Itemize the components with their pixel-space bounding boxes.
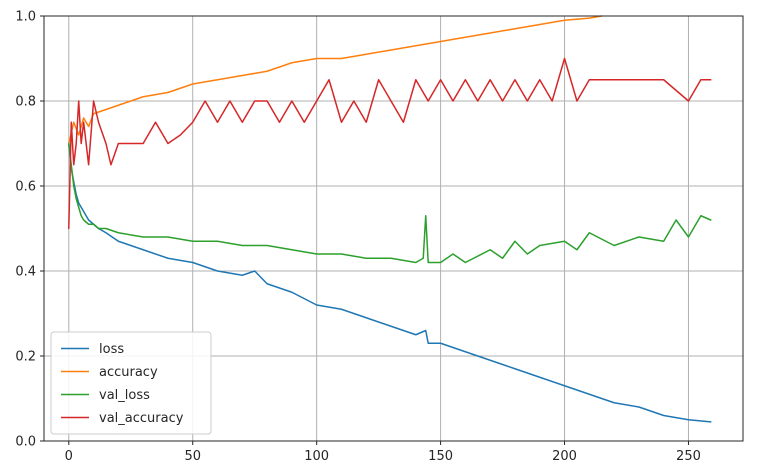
legend-item-val-loss: val_loss (61, 388, 150, 403)
legend-label: accuracy (99, 365, 158, 380)
x-tick-label: 200 (552, 449, 577, 464)
x-tick-label: 50 (184, 449, 201, 464)
x-tick-label: 100 (304, 449, 329, 464)
plot-frame (43, 15, 744, 442)
y-tick-label: 0.6 (15, 180, 36, 195)
y-tick-label: 0.2 (15, 350, 36, 365)
series-line-loss (68, 142, 712, 423)
y-tick-label: 0.0 (15, 435, 36, 450)
legend-item-val-accuracy: val_accuracy (61, 411, 184, 426)
y-tick-label: 0.4 (15, 265, 36, 280)
x-tick-label: 0 (65, 449, 73, 464)
legend-label: val_accuracy (99, 411, 184, 426)
legend: loss accuracy val_loss val_accuracy (50, 331, 212, 435)
series-line-val-accuracy (68, 57, 712, 230)
x-tick-label: 150 (428, 449, 453, 464)
legend-label: loss (99, 342, 124, 357)
x-tick-label: 250 (676, 449, 701, 464)
y-tick-label: 1.0 (15, 10, 36, 25)
series-line-accuracy (68, 15, 603, 145)
legend-item-accuracy: accuracy (61, 365, 158, 380)
series-lines (68, 15, 712, 423)
series-line-val-loss (68, 142, 712, 264)
legend-label: val_loss (99, 388, 150, 403)
x-axis-ticks: 0 50 100 150 200 250 (65, 441, 701, 464)
y-tick-label: 0.8 (15, 95, 36, 110)
y-axis-ticks: 0.0 0.2 0.4 0.6 0.8 1.0 (15, 10, 44, 450)
legend-box (50, 331, 212, 435)
legend-item-loss: loss (61, 342, 124, 357)
